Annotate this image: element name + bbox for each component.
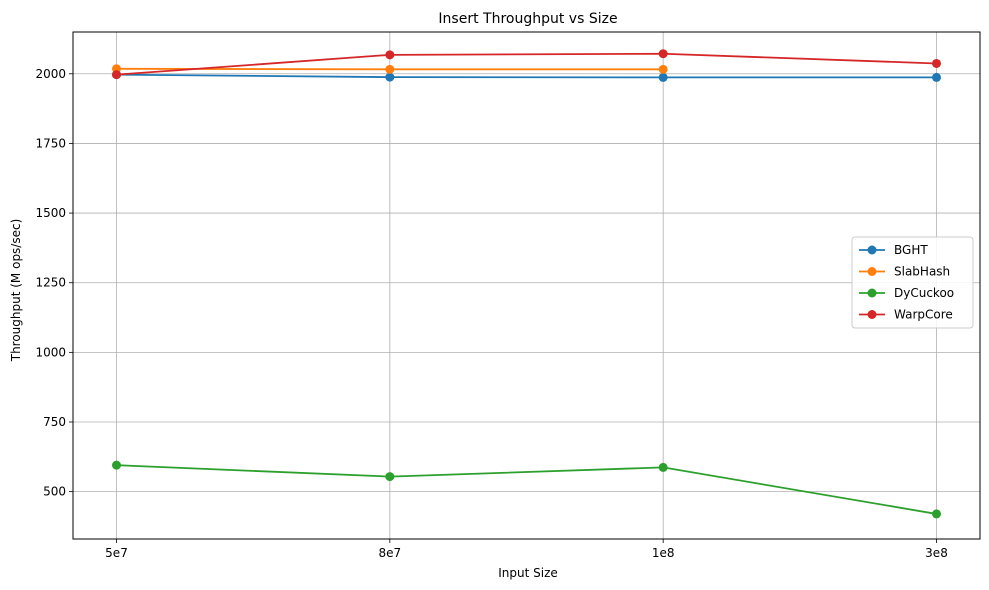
y-tick-label: 1250 [35,276,66,290]
plot-frame [72,31,981,540]
data-point [932,58,941,68]
data-point [385,72,395,82]
series-line [116,52,937,76]
legend-label: BGHT [894,243,928,257]
data-point [385,472,395,482]
legend-marker [867,245,877,255]
x-axis-label: Input Size [498,566,558,580]
data-point [932,72,941,82]
legend-marker [867,310,877,319]
x-tick-label: 1e8 [652,546,675,560]
grid [73,32,980,539]
ticks: 5e7 8e7 1e8 3e8 500 750 1000 1250 1500 1750 2000 [35,67,947,560]
series-layer [112,49,941,519]
y-tick-label: 1000 [35,345,66,359]
y-tick-label: 1750 [35,136,66,150]
chart-title: Insert Throughput vs Size [438,11,617,27]
series-warpcore [112,49,941,80]
data-point [112,70,121,80]
legend-marker [867,267,877,276]
legend-label: WarpCore [894,308,953,322]
data-point [385,64,395,74]
y-tick-label: 2000 [35,67,66,81]
data-point [658,462,668,472]
legend: BGHT SlabHash DyCuckoo WarpCore [851,236,974,329]
x-tick-label: 3e8 [925,546,948,560]
series-line [116,464,937,515]
y-tick-label: 500 [43,485,66,499]
data-point [112,460,121,470]
y-tick-label: 750 [43,415,66,429]
data-point [658,49,668,59]
data-point [658,64,668,74]
series-dycuckoo [112,460,941,519]
legend-label: DyCuckoo [894,286,954,300]
legend-marker [867,288,877,298]
x-tick-label: 8e7 [379,546,402,560]
data-point [385,50,395,60]
data-point [658,72,668,82]
legend-label: SlabHash [894,265,950,279]
y-tick-label: 1500 [35,206,66,220]
legend-box [851,236,974,329]
y-axis-label: Throughput (M ops/sec) [9,219,23,363]
series-line [116,73,937,79]
data-point [932,509,941,519]
series-bght [112,70,941,82]
x-tick-label: 5e7 [105,546,128,560]
